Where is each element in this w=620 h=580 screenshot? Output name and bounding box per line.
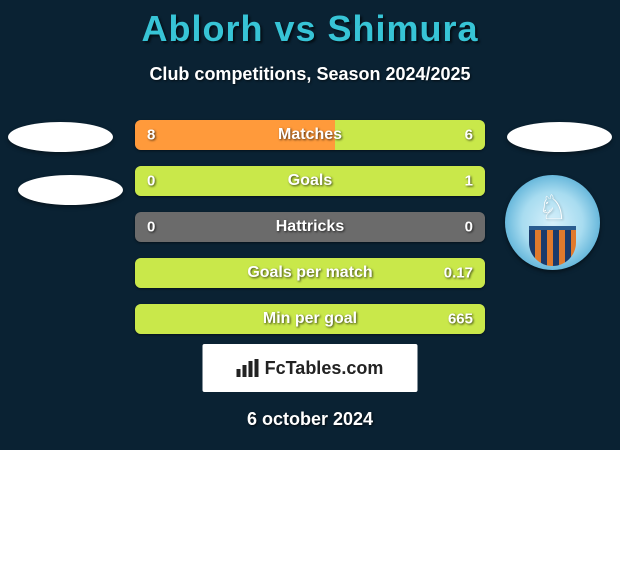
bar-chart-icon	[237, 359, 259, 377]
date: 6 october 2024	[0, 409, 620, 430]
subtitle: Club competitions, Season 2024/2025	[0, 64, 620, 85]
player-right-avatar-placeholder	[507, 122, 612, 152]
stat-row: 0.17Goals per match	[135, 258, 485, 288]
stat-label: Min per goal	[135, 310, 485, 328]
stat-label: Goals per match	[135, 264, 485, 282]
stat-label: Matches	[135, 126, 485, 144]
stat-label: Hattricks	[135, 218, 485, 236]
stat-row: 00Hattricks	[135, 212, 485, 242]
club-badge-horse-icon: ♘	[537, 191, 567, 225]
title: Ablorh vs Shimura	[0, 0, 620, 50]
branding-text: FcTables.com	[265, 358, 384, 379]
stat-row: 665Min per goal	[135, 304, 485, 334]
player-left-avatar-placeholder-2	[18, 175, 123, 205]
club-badge: ♘	[505, 175, 600, 270]
stat-row: 01Goals	[135, 166, 485, 196]
fctables-branding[interactable]: FcTables.com	[203, 344, 418, 392]
stats-rows: 86Matches 01Goals 00Hattricks 0.17Goals per…	[135, 120, 485, 350]
stat-row: 86Matches	[135, 120, 485, 150]
comparison-card: Ablorh vs Shimura Club competitions, Sea…	[0, 0, 620, 450]
club-badge-stripes	[529, 226, 577, 266]
stat-label: Goals	[135, 172, 485, 190]
player-left-avatar-placeholder-1	[8, 122, 113, 152]
